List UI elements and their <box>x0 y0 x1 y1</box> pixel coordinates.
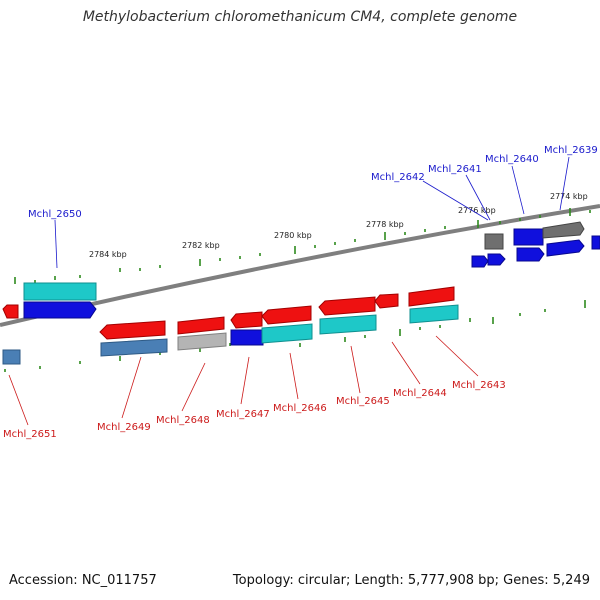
tick-row-bottom <box>4 300 586 372</box>
label-leaders-bottom <box>8 335 479 426</box>
gene-feature[interactable] <box>408 286 455 307</box>
gene-feature[interactable] <box>261 305 312 325</box>
gene-feature[interactable] <box>177 316 225 335</box>
accession-text: Accession: NC_011757 <box>9 573 157 588</box>
gene-feature[interactable] <box>2 349 21 365</box>
label-leaders-top <box>54 156 570 269</box>
upper-features <box>23 221 600 319</box>
scale-label: 2778 kbp <box>366 220 404 229</box>
gene-label[interactable]: Mchl_2643 <box>452 380 506 391</box>
scale-label: 2784 kbp <box>89 250 127 259</box>
gene-feature[interactable] <box>99 320 166 340</box>
gene-label[interactable]: Mchl_2649 <box>97 422 151 433</box>
gene-label[interactable]: Mchl_2639 <box>544 145 598 156</box>
gene-label[interactable]: Mchl_2645 <box>336 396 390 407</box>
gene-label[interactable]: Mchl_2644 <box>393 388 447 399</box>
gene-feature[interactable] <box>542 221 585 239</box>
gene-label[interactable]: Mchl_2646 <box>273 403 327 414</box>
gene-feature[interactable] <box>23 282 97 301</box>
gene-feature[interactable] <box>2 304 19 319</box>
gene-feature[interactable] <box>319 314 377 335</box>
gene-feature[interactable] <box>487 253 506 266</box>
tick-row-top <box>14 208 591 284</box>
gene-label[interactable]: Mchl_2651 <box>3 429 57 440</box>
gene-feature[interactable] <box>513 228 544 246</box>
gene-label[interactable]: Mchl_2650 <box>28 209 82 220</box>
gene-feature[interactable] <box>471 255 489 268</box>
gene-feature[interactable] <box>409 304 459 324</box>
gene-feature[interactable] <box>318 296 376 316</box>
gene-feature[interactable] <box>516 247 545 262</box>
scale-label: 2776 kbp <box>458 206 496 215</box>
gene-feature[interactable] <box>230 329 264 346</box>
gene-feature[interactable] <box>261 323 313 344</box>
topology-summary: Topology: circular; Length: 5,777,908 bp… <box>232 573 590 588</box>
gene-feature[interactable] <box>591 235 600 250</box>
gene-feature[interactable] <box>100 338 168 357</box>
gene-label[interactable]: Mchl_2642 <box>371 172 425 183</box>
gene-feature[interactable] <box>230 311 263 329</box>
gene-feature[interactable] <box>374 293 399 309</box>
scale-label: 2782 kbp <box>182 241 220 250</box>
gene-label[interactable]: Mchl_2640 <box>485 154 539 165</box>
gene-feature[interactable] <box>484 233 504 250</box>
scale-label: 2774 kbp <box>550 192 588 201</box>
gene-feature[interactable] <box>23 301 97 319</box>
gene-label[interactable]: Mchl_2641 <box>428 164 482 175</box>
lower-features <box>2 286 459 365</box>
gene-feature[interactable] <box>177 332 227 351</box>
gene-label[interactable]: Mchl_2647 <box>216 409 270 420</box>
gene-feature[interactable] <box>546 239 585 257</box>
gene-label[interactable]: Mchl_2648 <box>156 415 210 426</box>
map-title: Methylobacterium chloromethanicum CM4, c… <box>82 9 518 25</box>
scale-label: 2780 kbp <box>274 231 312 240</box>
